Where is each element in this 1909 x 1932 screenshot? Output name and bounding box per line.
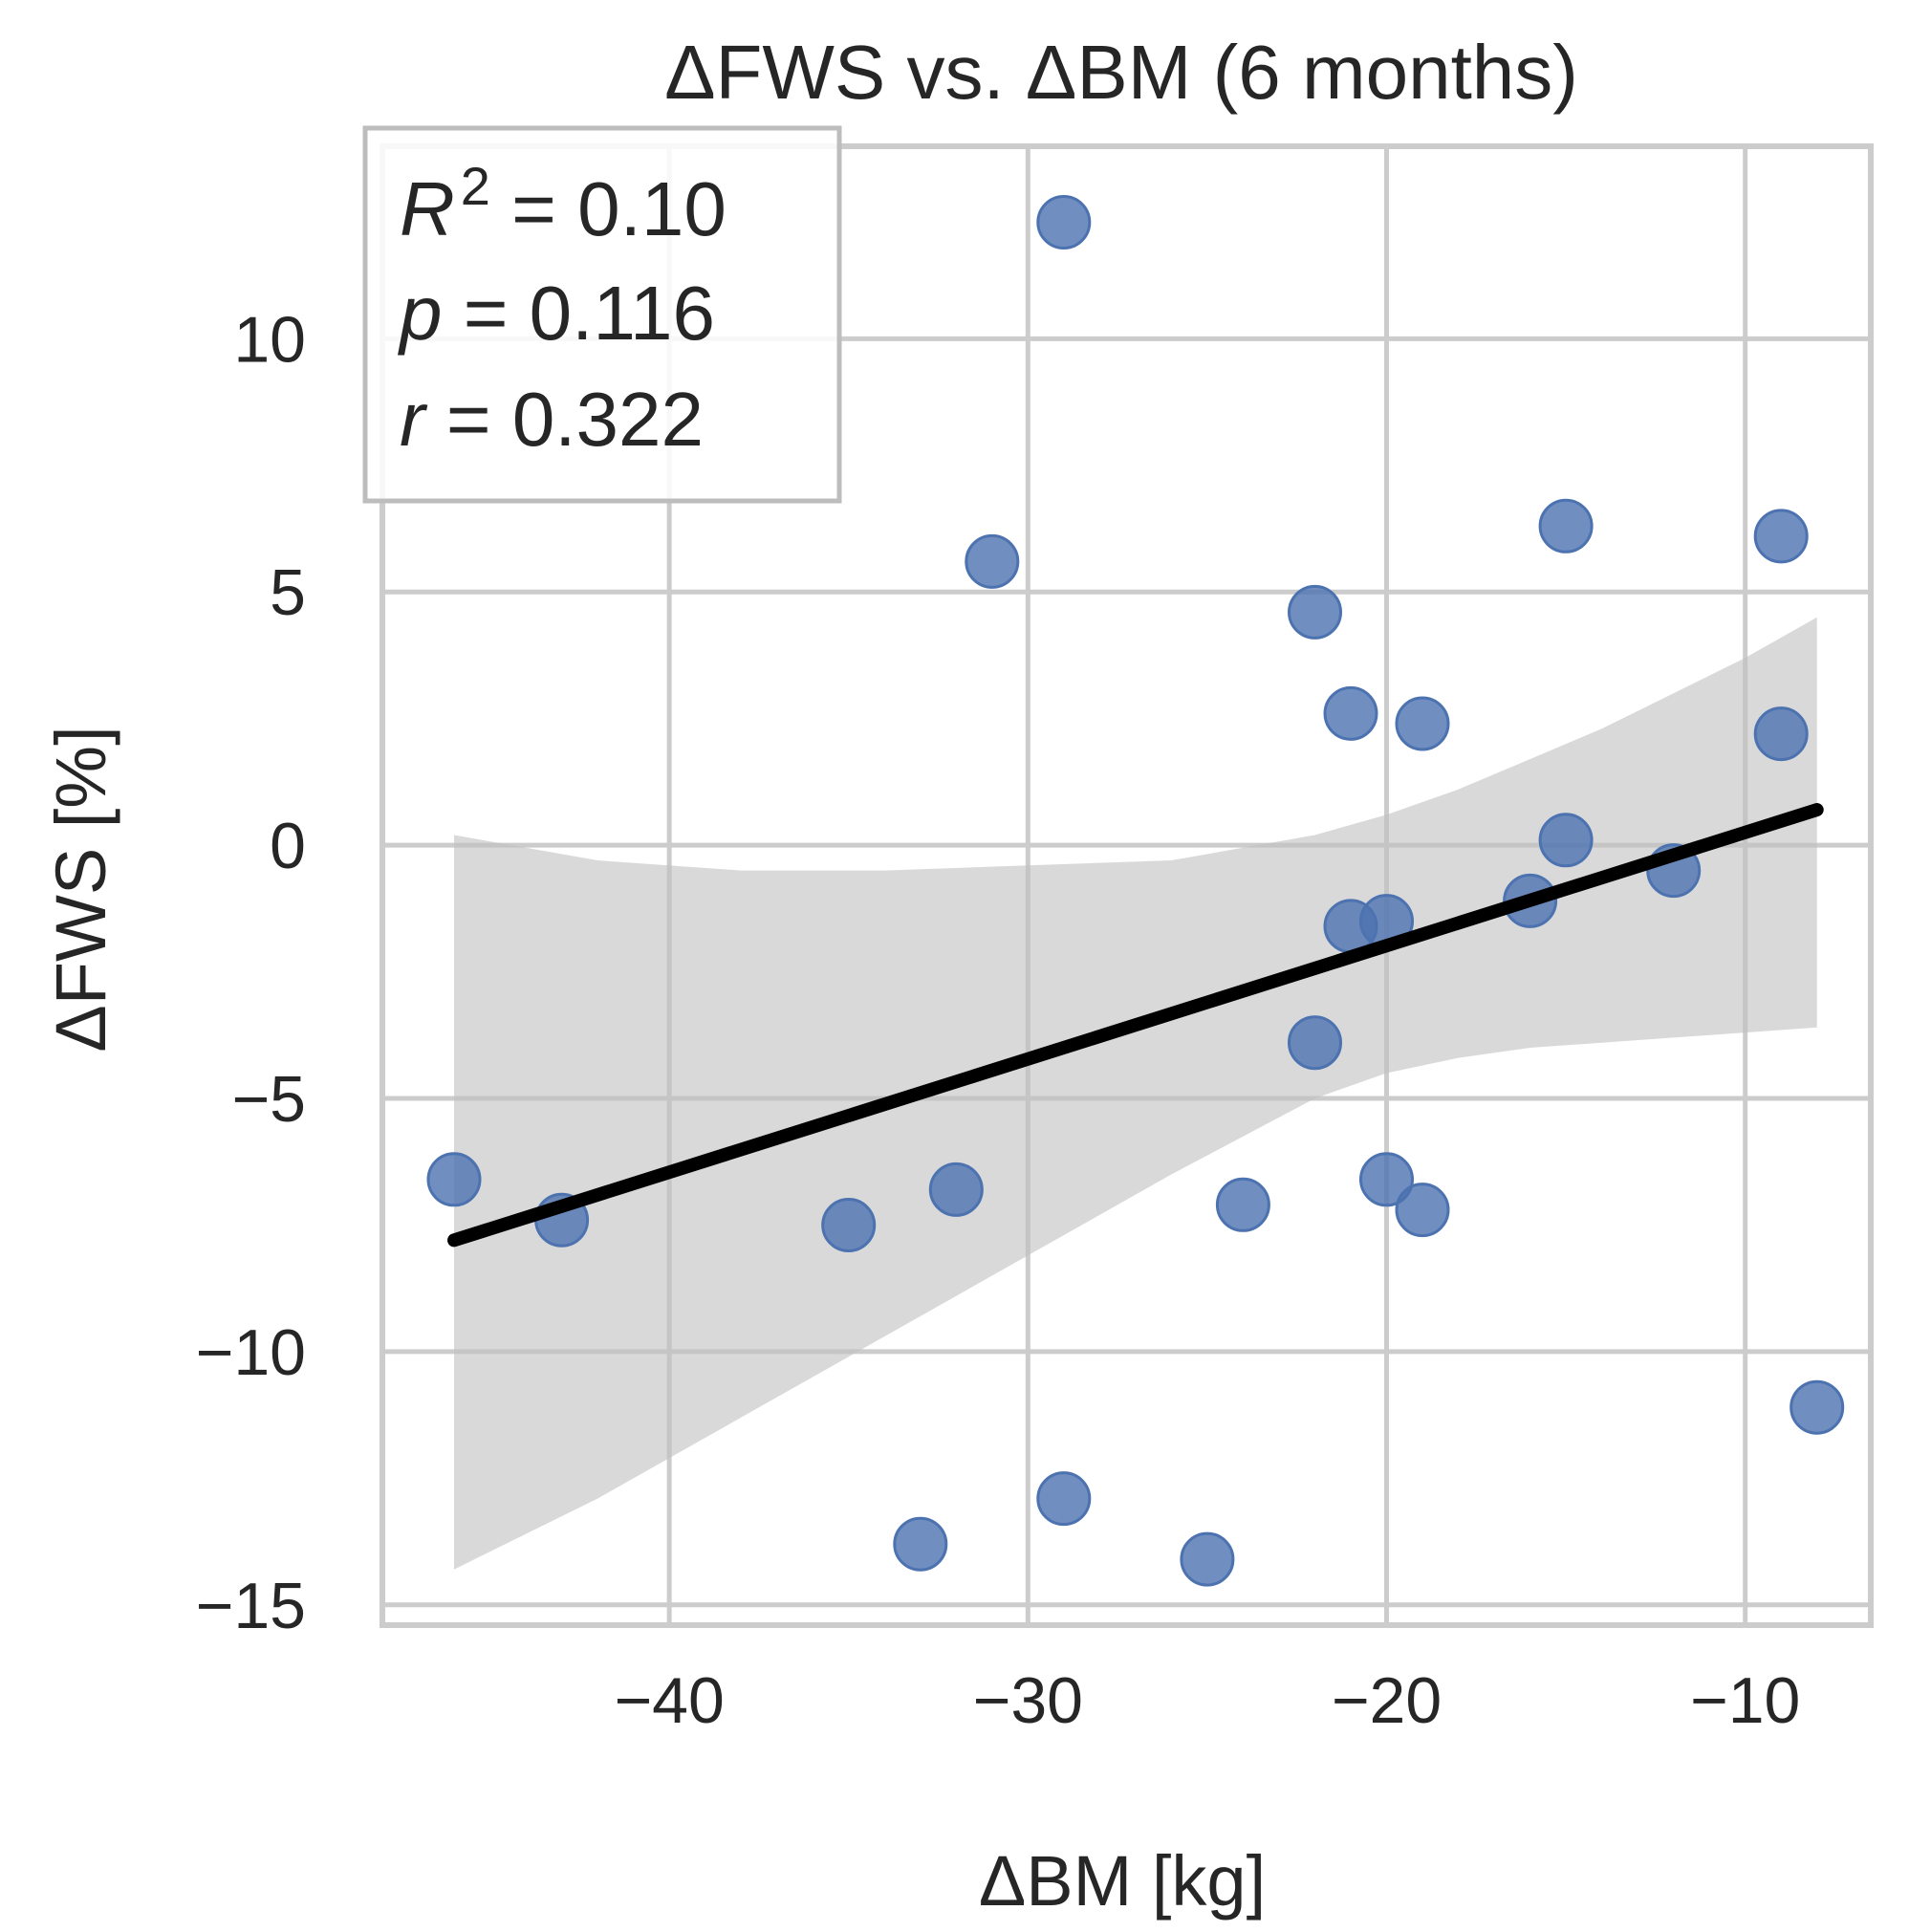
stat-r-symbol: r bbox=[400, 377, 428, 462]
x-tick-label-2: −20 bbox=[1332, 1664, 1442, 1737]
y-tick-label-4: 5 bbox=[270, 556, 306, 629]
stat-p-symbol: p bbox=[398, 271, 443, 356]
y-tick-label-1: −10 bbox=[196, 1316, 306, 1389]
x-tick-label-0: −40 bbox=[614, 1664, 724, 1737]
confidence-band bbox=[454, 617, 1817, 1570]
data-point-22 bbox=[1753, 509, 1809, 564]
data-point-24 bbox=[1790, 1379, 1845, 1435]
data-point-20 bbox=[1538, 813, 1594, 868]
data-point-9 bbox=[1215, 1177, 1270, 1232]
data-point-17 bbox=[1395, 1183, 1450, 1238]
y-tick-label-0: −15 bbox=[196, 1570, 306, 1642]
stat-r-value-text: = 0.322 bbox=[425, 377, 704, 462]
data-point-23 bbox=[1753, 706, 1809, 762]
data-point-10 bbox=[1288, 584, 1342, 640]
data-point-0 bbox=[426, 1152, 482, 1207]
y-tick-label-5: 10 bbox=[233, 303, 306, 376]
data-point-5 bbox=[965, 533, 1020, 589]
x-tick-label-1: −30 bbox=[973, 1664, 1083, 1737]
x-tick-label-3: −10 bbox=[1690, 1664, 1800, 1737]
data-point-3 bbox=[893, 1516, 948, 1572]
data-point-15 bbox=[1359, 1152, 1414, 1207]
data-point-8 bbox=[1180, 1531, 1235, 1587]
stat-r-squared-value: = 0.10 bbox=[490, 166, 727, 251]
plot-frame bbox=[380, 143, 1874, 1628]
chart-title: ΔFWS vs. ΔBM (6 months) bbox=[664, 30, 1578, 115]
y-tick-label-2: −5 bbox=[231, 1063, 306, 1136]
stat-r-value: r = 0.322 bbox=[400, 377, 704, 462]
stat-p-value: p = 0.116 bbox=[398, 271, 715, 356]
regression-line-group bbox=[447, 803, 1824, 1248]
data-point-6 bbox=[1036, 195, 1092, 250]
confidence-band-group bbox=[454, 617, 1817, 1570]
data-point-7 bbox=[1036, 1471, 1092, 1527]
stats-box-frame bbox=[362, 125, 842, 504]
data-point-11 bbox=[1288, 1015, 1342, 1071]
y-tick-label-3: 0 bbox=[270, 810, 306, 882]
x-axis-label: ΔBM [kg] bbox=[979, 1841, 1266, 1921]
data-point-16 bbox=[1395, 696, 1450, 751]
regression-line bbox=[447, 803, 1824, 1248]
stat-r-squared-symbol: R bbox=[400, 166, 455, 251]
stat-p-value-text: = 0.116 bbox=[443, 271, 715, 356]
y-axis-label: ΔFWS [%] bbox=[41, 726, 120, 1052]
data-point-2 bbox=[821, 1198, 877, 1252]
y-axis-ticks: −15 −10 −5 0 5 10 bbox=[196, 303, 306, 1641]
x-axis-ticks: −40 −30 −20 −10 bbox=[614, 1664, 1800, 1737]
data-point-12 bbox=[1323, 685, 1378, 741]
data-point-4 bbox=[928, 1161, 984, 1217]
data-point-19 bbox=[1538, 498, 1594, 554]
stat-r-squared-exponent: 2 bbox=[461, 156, 490, 216]
